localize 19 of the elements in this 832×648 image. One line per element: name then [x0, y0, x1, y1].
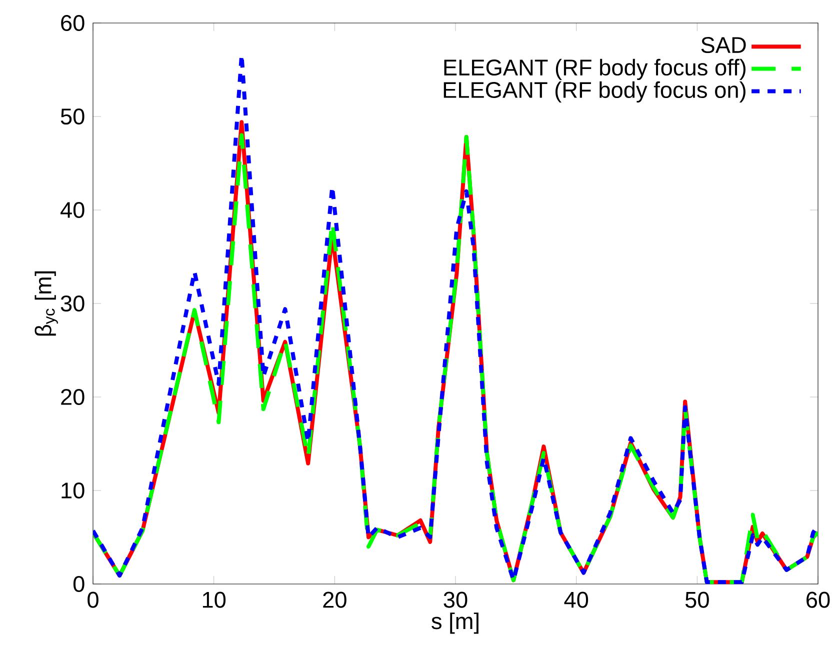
x-tick-label: 10 [202, 592, 226, 608]
legend-label: SAD [701, 37, 746, 54]
x-tick-label: 60 [806, 592, 830, 608]
y-tick-label: 0 [73, 576, 84, 592]
y-tick-label: 30 [60, 295, 84, 312]
x-tick-label: 40 [564, 592, 588, 608]
y-tick-label: 10 [62, 482, 84, 499]
legend-label: ELEGANT (RF body focus off) [444, 58, 746, 80]
x-tick-label: 50 [685, 592, 709, 608]
x-tick-label: 30 [444, 592, 468, 608]
legend-label: ELEGANT (RF body focus on) [444, 81, 746, 103]
y-tick-label: 20 [61, 388, 84, 406]
y-tick-label: 50 [60, 108, 84, 125]
x-axis-title: s [m] [432, 612, 478, 634]
x-tick-label: 0 [88, 592, 98, 608]
y-tick-label: 40 [60, 202, 84, 218]
y-tick-label: 60 [61, 14, 84, 32]
y-axis-title: β$_{yc}$ [m] [34, 271, 58, 336]
x-tick-label: 20 [323, 592, 346, 608]
